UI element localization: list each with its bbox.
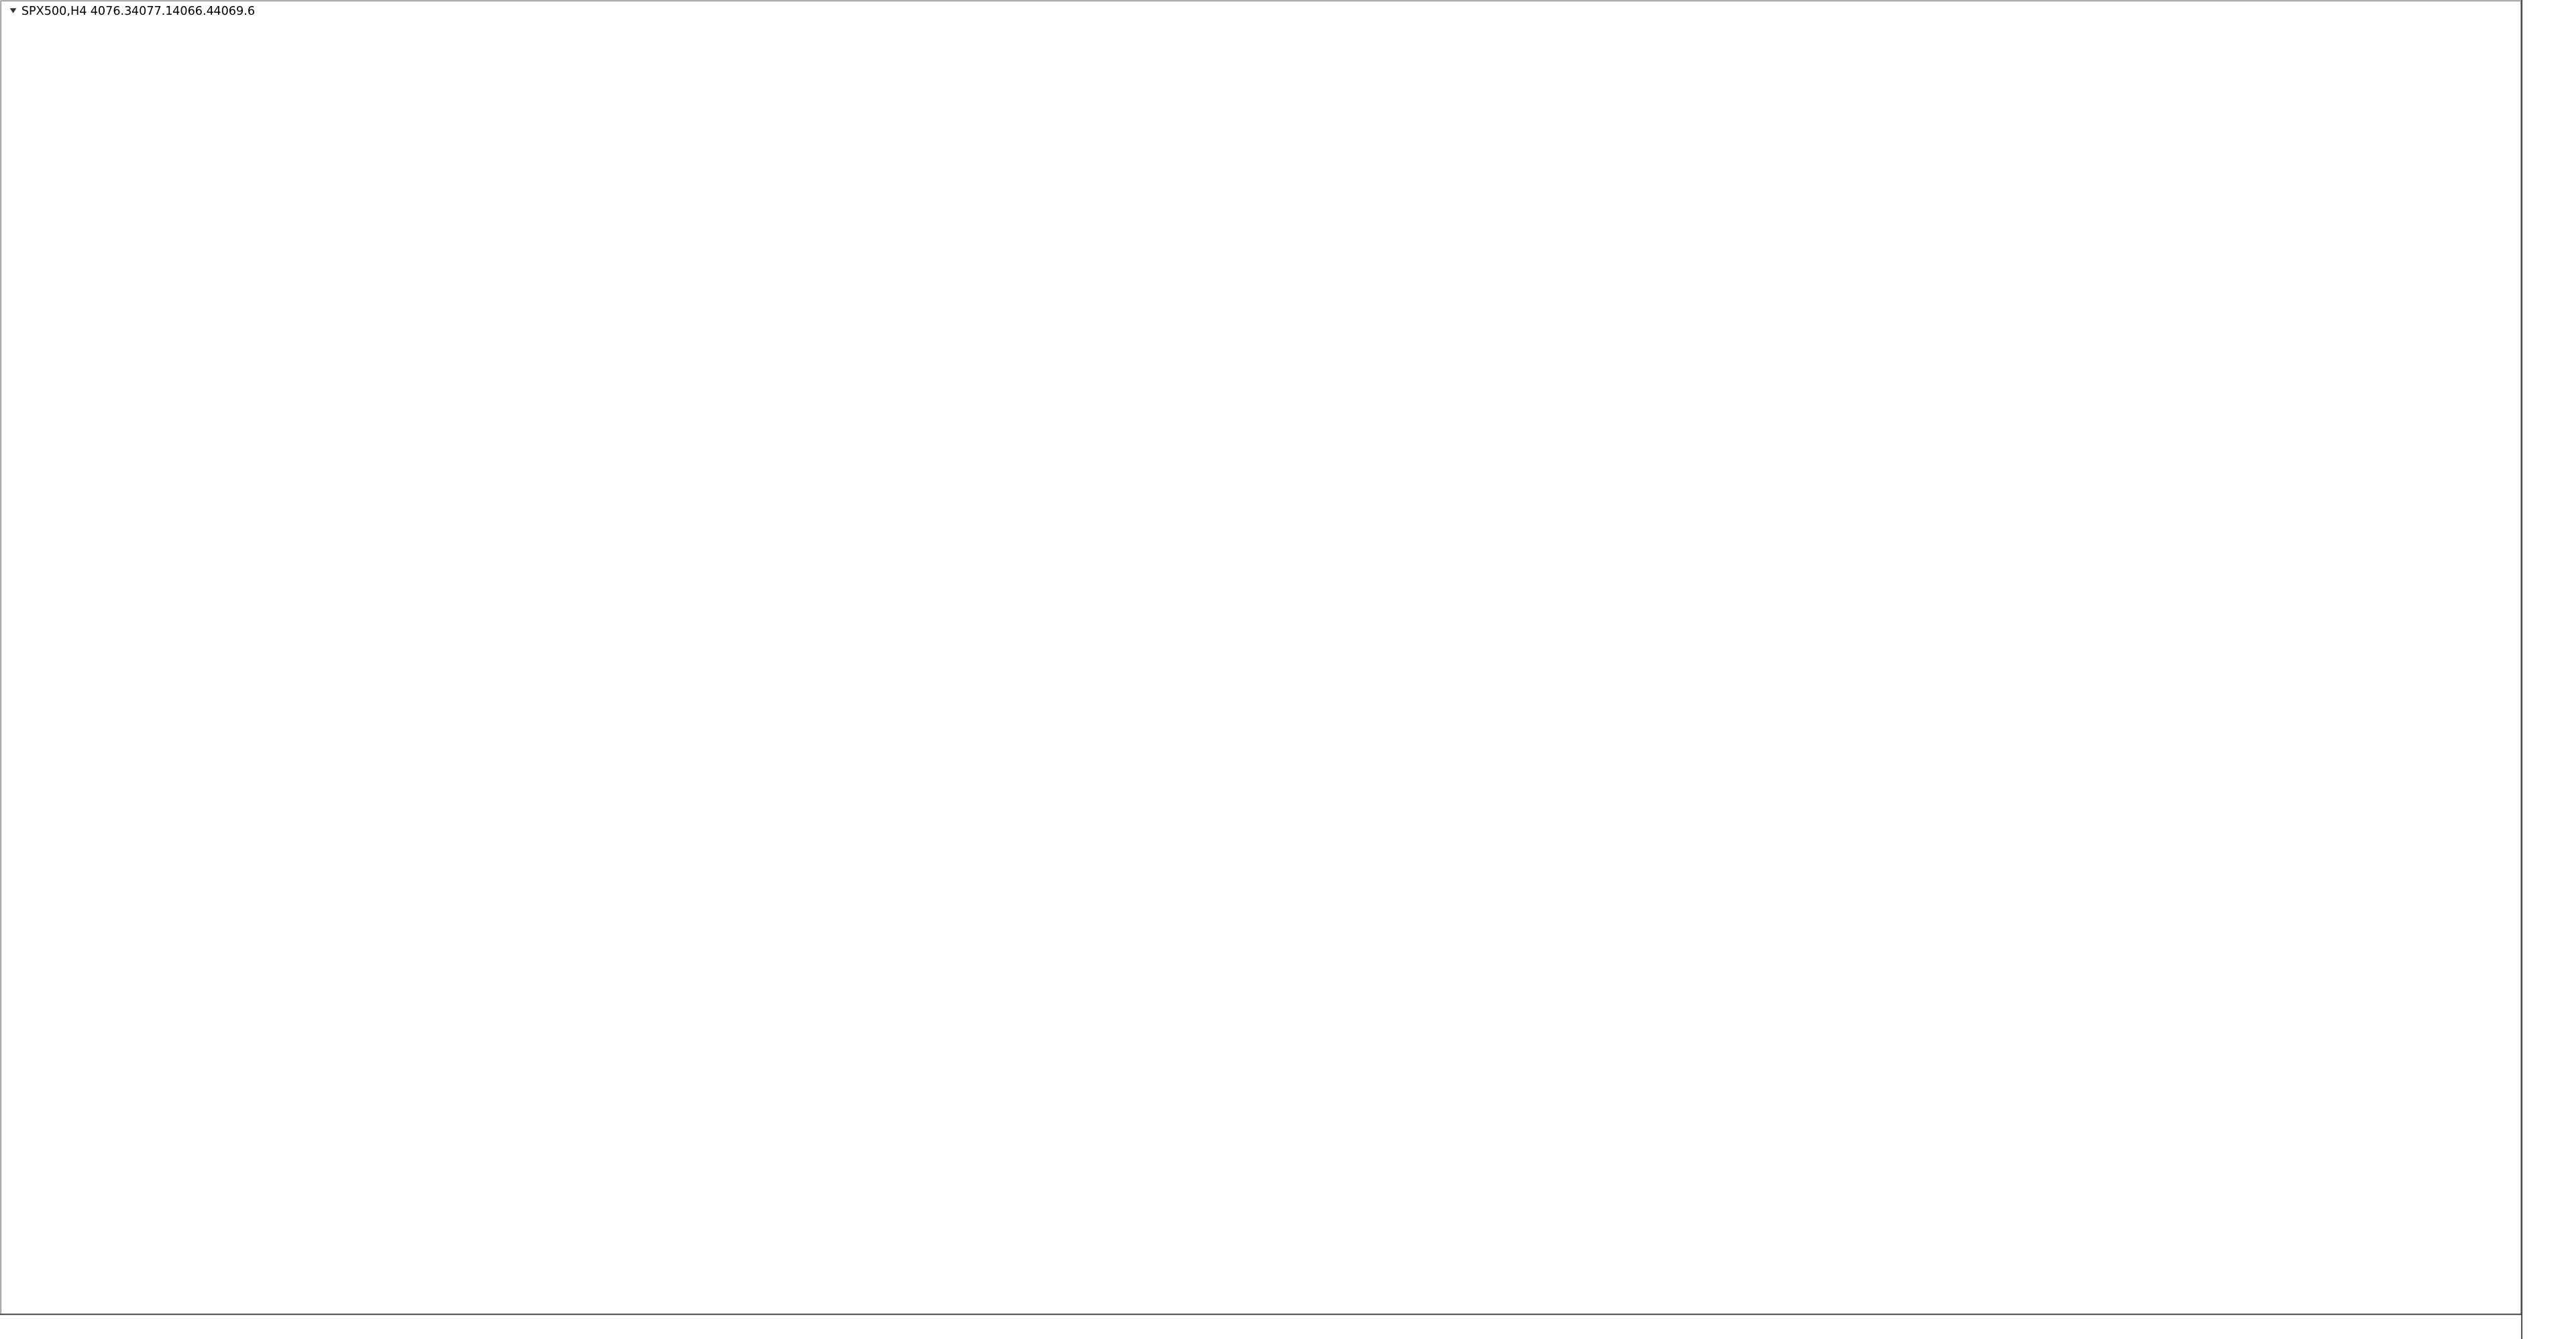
plot-frame bbox=[0, 0, 2522, 1315]
symbol-title: SPX500,H4 bbox=[21, 5, 87, 18]
low: 4066.4 bbox=[172, 5, 214, 18]
high: 4077.1 bbox=[131, 5, 173, 18]
menu-arrow[interactable] bbox=[9, 8, 17, 13]
header: SPX500,H4 4076.3 4077.1 4066.4 4069.6 bbox=[21, 5, 255, 18]
open: 4076.3 bbox=[91, 5, 132, 18]
close: 4069.6 bbox=[213, 5, 255, 18]
